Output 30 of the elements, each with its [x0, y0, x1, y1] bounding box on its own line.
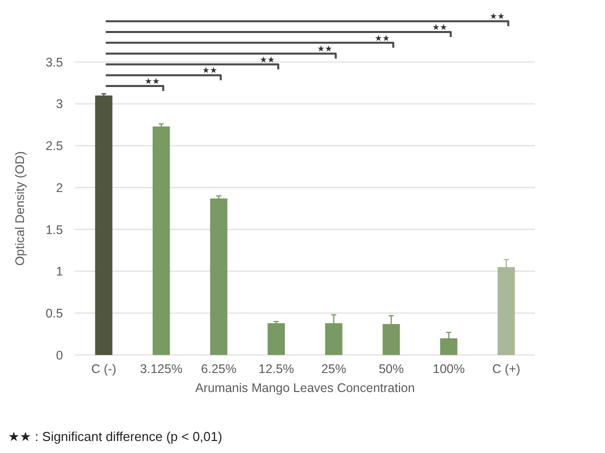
y-tick-label: 2 [56, 180, 64, 195]
text: ★★ [317, 44, 333, 54]
x-tick-label: C (-) [91, 362, 116, 376]
x-tick-label: C (+) [492, 362, 520, 376]
y-tick-label: 0.5 [46, 306, 64, 321]
y-tick-label: 2.5 [46, 139, 64, 154]
x-tick-label: 25% [321, 362, 346, 376]
y-tick-label: 1.5 [46, 222, 64, 237]
y-tick-label: 1 [56, 264, 64, 279]
annotation: ★★ [260, 54, 276, 64]
bar [152, 126, 170, 355]
x-tick-label: 6.25% [201, 362, 236, 376]
y-tick-label: 3.5 [46, 55, 64, 70]
bar [210, 198, 228, 355]
y-tick-label: 3 [56, 97, 64, 112]
text: ★★ [374, 32, 390, 43]
x-tick-label: 50% [378, 362, 404, 376]
y-axis-title: Optical Density (OD) [13, 151, 27, 266]
y-tick-label: 0 [56, 348, 64, 362]
text: ★★ : Significant difference (p < 0,01) [8, 429, 222, 444]
x-tick-label: 3.125% [140, 362, 182, 376]
x-tick-label: 12.5% [258, 362, 294, 376]
bar [95, 95, 112, 355]
annotation: ★★ [202, 65, 218, 76]
annotation: ★★ [144, 76, 160, 86]
text: ★★ [432, 22, 448, 32]
x-axis-title: Arumanis Mango Leaves Concentration [195, 381, 415, 395]
bar [268, 323, 285, 355]
x-tick-label: 100% [432, 362, 465, 376]
text: ★★ [490, 11, 506, 22]
